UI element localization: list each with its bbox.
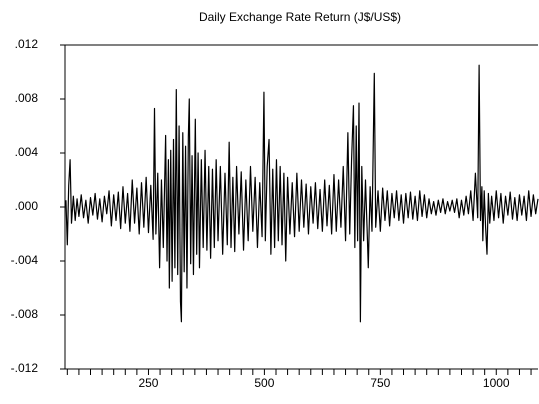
x-tick-label: 750 [370,376,390,390]
x-tick-label: 250 [138,376,158,390]
x-tick-label: 500 [254,376,274,390]
series-line [65,64,539,323]
y-tick-label: -.008 [11,307,39,321]
y-tick-label: .012 [15,37,39,51]
chart-title: Daily Exchange Rate Return (J$/US$) [199,10,401,24]
y-tick-label: .008 [15,91,39,105]
y-tick-label: -.012 [11,361,39,375]
y-tick-label: .004 [15,145,39,159]
y-tick-label: .000 [15,199,39,213]
y-tick-label: -.004 [11,253,39,267]
x-tick-label: 1000 [483,376,510,390]
